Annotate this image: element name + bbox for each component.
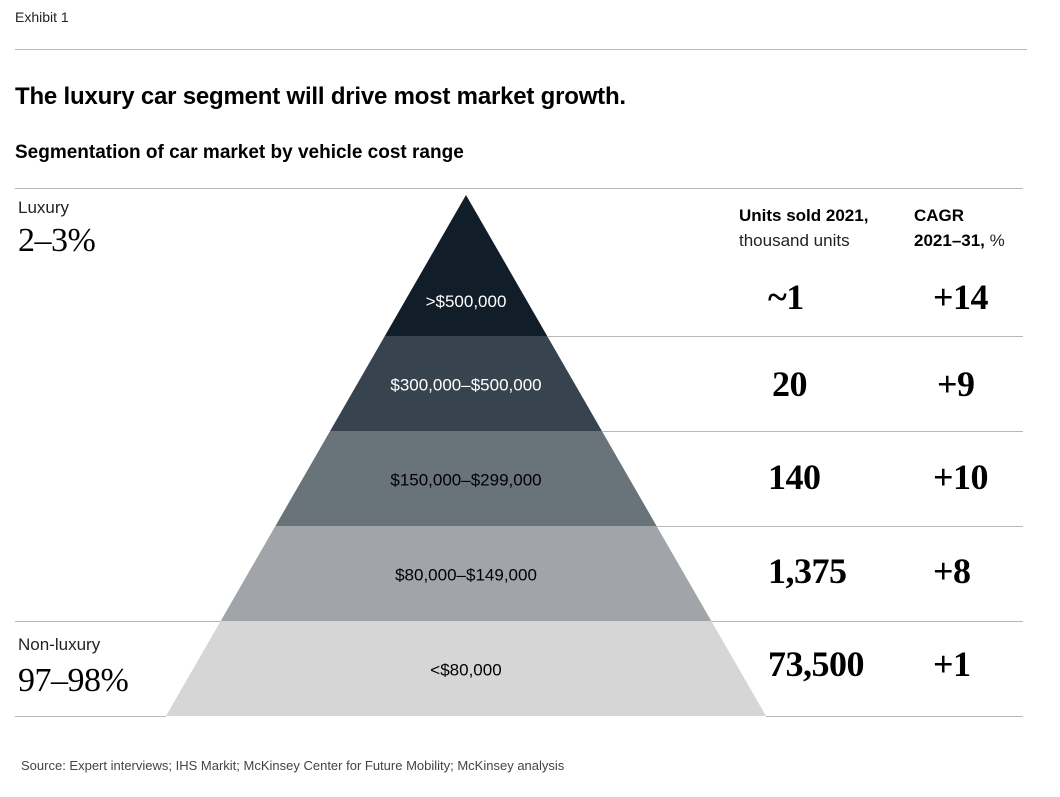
tier-label-3: $150,000–$299,000 (390, 471, 541, 490)
tier-label-2: $300,000–$500,000 (390, 376, 541, 395)
pyramid-tier-2 (330, 336, 602, 431)
cagr-value-2: +9 (937, 364, 975, 404)
units-value-1: ~1 (768, 277, 804, 317)
cagr-header-unit: % (989, 231, 1005, 250)
cagr-value-1: +14 (933, 277, 989, 317)
tier-label-5: <$80,000 (430, 661, 501, 680)
tier-label-4: $80,000–$149,000 (395, 566, 537, 585)
cagr-value-4: +8 (933, 551, 971, 591)
tier-label-1: >$500,000 (426, 292, 507, 311)
cagr-value-3: +10 (933, 457, 989, 497)
units-header-bold: Units sold 2021, (739, 206, 869, 225)
pyramid-tier-1 (384, 195, 548, 336)
cagr-value-5: +1 (933, 644, 971, 684)
non-luxury-label: Non-luxury (18, 635, 101, 654)
units-value-3: 140 (768, 457, 821, 497)
units-column-header: Units sold 2021, thousand units (739, 203, 868, 253)
luxury-label: Luxury (18, 198, 70, 217)
luxury-share: 2–3% (18, 222, 96, 259)
exhibit-label: Exhibit 1 (15, 9, 69, 25)
top-divider (15, 49, 1027, 50)
non-luxury-share: 97–98% (18, 662, 129, 699)
cagr-header-bold-2: 2021–31, (914, 231, 985, 250)
pyramid-tier-3 (275, 431, 657, 526)
chart-top-divider (15, 188, 1023, 189)
source-note: Source: Expert interviews; IHS Markit; M… (21, 758, 565, 773)
chart-subtitle: Segmentation of car market by vehicle co… (15, 142, 464, 163)
cagr-column-header: CAGR 2021–31, % (914, 203, 1005, 253)
units-value-5: 73,500 (768, 644, 865, 684)
chart-title: The luxury car segment will drive most m… (15, 83, 626, 110)
units-value-4: 1,375 (768, 551, 847, 591)
units-header-unit: thousand units (739, 231, 850, 250)
pyramid-tier-5 (166, 621, 766, 716)
cagr-header-bold-1: CAGR (914, 206, 965, 225)
units-value-2: 20 (772, 364, 808, 404)
pyramid-tier-4 (220, 526, 712, 621)
